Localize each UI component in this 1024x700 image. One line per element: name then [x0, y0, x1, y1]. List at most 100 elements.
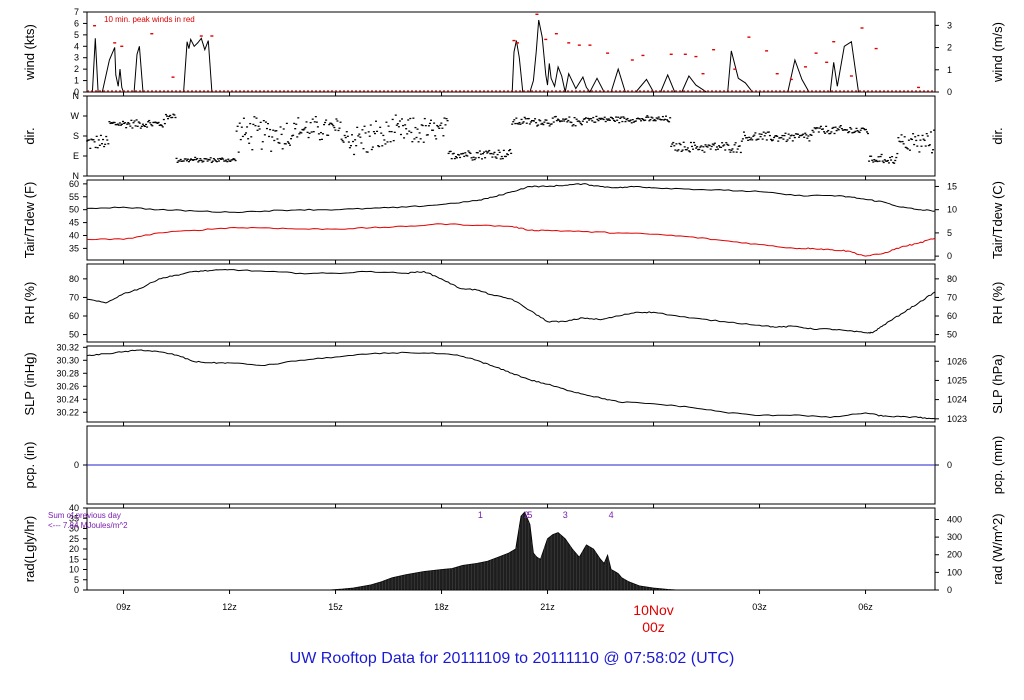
- radiation-marker: 5: [527, 510, 532, 520]
- y-tick-label: 20: [69, 544, 79, 554]
- y-tick-label-right: 70: [947, 292, 957, 302]
- y-tick-label: 40: [69, 503, 79, 513]
- chart-footer-title: UW Rooftop Data for 20111109 to 20111110…: [289, 650, 735, 667]
- date-label: 10Nov: [633, 602, 673, 618]
- x-tick-label: 15z: [328, 602, 343, 612]
- x-tick-label: 03z: [752, 602, 767, 612]
- y-tick-label: 5: [74, 30, 79, 40]
- y-tick-label: 30.32: [56, 342, 79, 352]
- y-tick-label: 0: [74, 585, 79, 595]
- y-tick-label: N: [73, 91, 80, 101]
- panel-frame: [86, 179, 936, 261]
- y-tick-label: 55: [69, 192, 79, 202]
- y-tick-label: E: [73, 151, 79, 161]
- y-tick-label: 60: [69, 311, 79, 321]
- y-tick-label: 3: [74, 53, 79, 63]
- y-tick-label: 30.28: [56, 368, 79, 378]
- y-axis-label-right: rad (W/m^2): [990, 513, 1005, 584]
- y-axis-label: SLP (inHg): [22, 352, 37, 415]
- y-tick-label: 30.22: [56, 407, 79, 417]
- y-axis-label-right: pcp. (mm): [990, 436, 1005, 495]
- y-tick-label: 4: [74, 41, 79, 51]
- y-tick-label: 7: [74, 7, 79, 17]
- radiation-marker: 2: [524, 510, 529, 520]
- y-tick-label-right: 0: [947, 251, 952, 261]
- y-axis-label-right: RH (%): [990, 282, 1005, 325]
- y-axis-label-right: Tair/Tdew (C): [990, 181, 1005, 259]
- y-tick-label-right: 200: [947, 550, 962, 560]
- x-tick-label: 18z: [434, 602, 449, 612]
- y-axis-label: Tair/Tdew (F): [22, 182, 37, 259]
- y-tick-label: 10: [69, 565, 79, 575]
- y-tick-label: 0: [74, 460, 79, 470]
- y-tick-label: S: [73, 131, 79, 141]
- y-tick-label: 60: [69, 179, 79, 189]
- y-tick-label-right: 100: [947, 567, 962, 577]
- radiation-marker: 1: [478, 510, 483, 520]
- x-tick-label: 06z: [858, 602, 873, 612]
- y-tick-label-right: 80: [947, 274, 957, 284]
- y-axis-label: wind (kts): [22, 24, 37, 81]
- y-tick-label-right: 50: [947, 330, 957, 340]
- y-tick-label: 40: [69, 230, 79, 240]
- y-tick-label: 50: [69, 205, 79, 215]
- y-tick-label: 2: [74, 64, 79, 74]
- y-tick-label-right: 5: [947, 228, 952, 238]
- panel-rh: 50 60 70 80 50 60 70 80 RH (%) RH (%): [22, 263, 1005, 346]
- chart-annotation: 10 min. peak winds in red: [104, 15, 195, 24]
- x-tick-label: 09z: [116, 602, 131, 612]
- series-wind: [87, 19, 936, 93]
- y-tick-label: 80: [69, 274, 79, 284]
- y-axis-label-right: SLP (hPa): [990, 354, 1005, 414]
- panel-frame: [86, 11, 936, 93]
- radiation-marker: 3: [563, 510, 568, 520]
- y-tick-label: 30.24: [56, 394, 79, 404]
- panel-frame: [86, 345, 936, 423]
- y-axis-label: rad(Lgly/hr): [22, 516, 37, 582]
- y-tick-label-right: 2: [947, 43, 952, 53]
- x-tick-label: 12z: [222, 602, 237, 612]
- y-tick-label-right: 0: [947, 460, 952, 470]
- panel-rad: 05101520253035400100200300400rad(Lgly/hr…: [22, 503, 1005, 595]
- panel-frame: [86, 263, 936, 343]
- y-tick-label: 70: [69, 292, 79, 302]
- y-axis-label-right: dir.: [990, 127, 1005, 144]
- y-tick-label: 1: [74, 76, 79, 86]
- y-tick-label-right: 0: [947, 585, 952, 595]
- series-sea-level-pressure: [86, 349, 936, 420]
- y-tick-label-right: 10: [947, 205, 957, 215]
- y-tick-label: 45: [69, 218, 79, 228]
- y-axis-label: RH (%): [22, 282, 37, 325]
- radiation-annotation: Sum of previous day: [48, 511, 121, 520]
- y-tick-label: 35: [69, 243, 79, 253]
- y-tick-label: 0: [74, 87, 79, 97]
- y-tick-label: 25: [69, 534, 79, 544]
- y-axis-label: dir.: [22, 127, 37, 144]
- y-tick-label: 15: [69, 554, 79, 564]
- panel-slp: 30.22 30.24 30.26 30.28 30.30 30.32 1023 1024 10…: [22, 342, 1005, 426]
- y-tick-label: W: [71, 111, 80, 121]
- y-tick-label: N: [73, 171, 80, 181]
- radiation-marker: 4: [609, 510, 614, 520]
- y-tick-label-right: 1023: [947, 414, 967, 424]
- y-tick-label: 30.26: [56, 381, 79, 391]
- y-axis-label: pcp. (in): [22, 442, 37, 489]
- date-time-label: 00z: [642, 619, 665, 635]
- y-tick-label: 35: [69, 513, 79, 523]
- y-tick-label-right: 400: [947, 514, 962, 524]
- y-tick-label-right: 300: [947, 532, 962, 542]
- radiation-area: [328, 511, 679, 591]
- y-tick-label-right: 1024: [947, 395, 967, 405]
- y-tick-label: 50: [69, 330, 79, 340]
- y-tick-label: 30: [69, 524, 79, 534]
- y-tick-label: 30.30: [56, 355, 79, 365]
- panel-temp: 35 40 45 50 55 60 0 5 10 15 Tair/Tdew (F) Tair/Tdew…: [22, 179, 1005, 264]
- radiation-annotation: <--- 7.84 MJoules/m^2: [48, 521, 128, 530]
- y-axis-label-right: wind (m/s): [990, 22, 1005, 83]
- x-tick-label: 21z: [540, 602, 555, 612]
- y-tick-label-right: 3: [947, 20, 952, 30]
- y-tick-label-right: 1026: [947, 356, 967, 366]
